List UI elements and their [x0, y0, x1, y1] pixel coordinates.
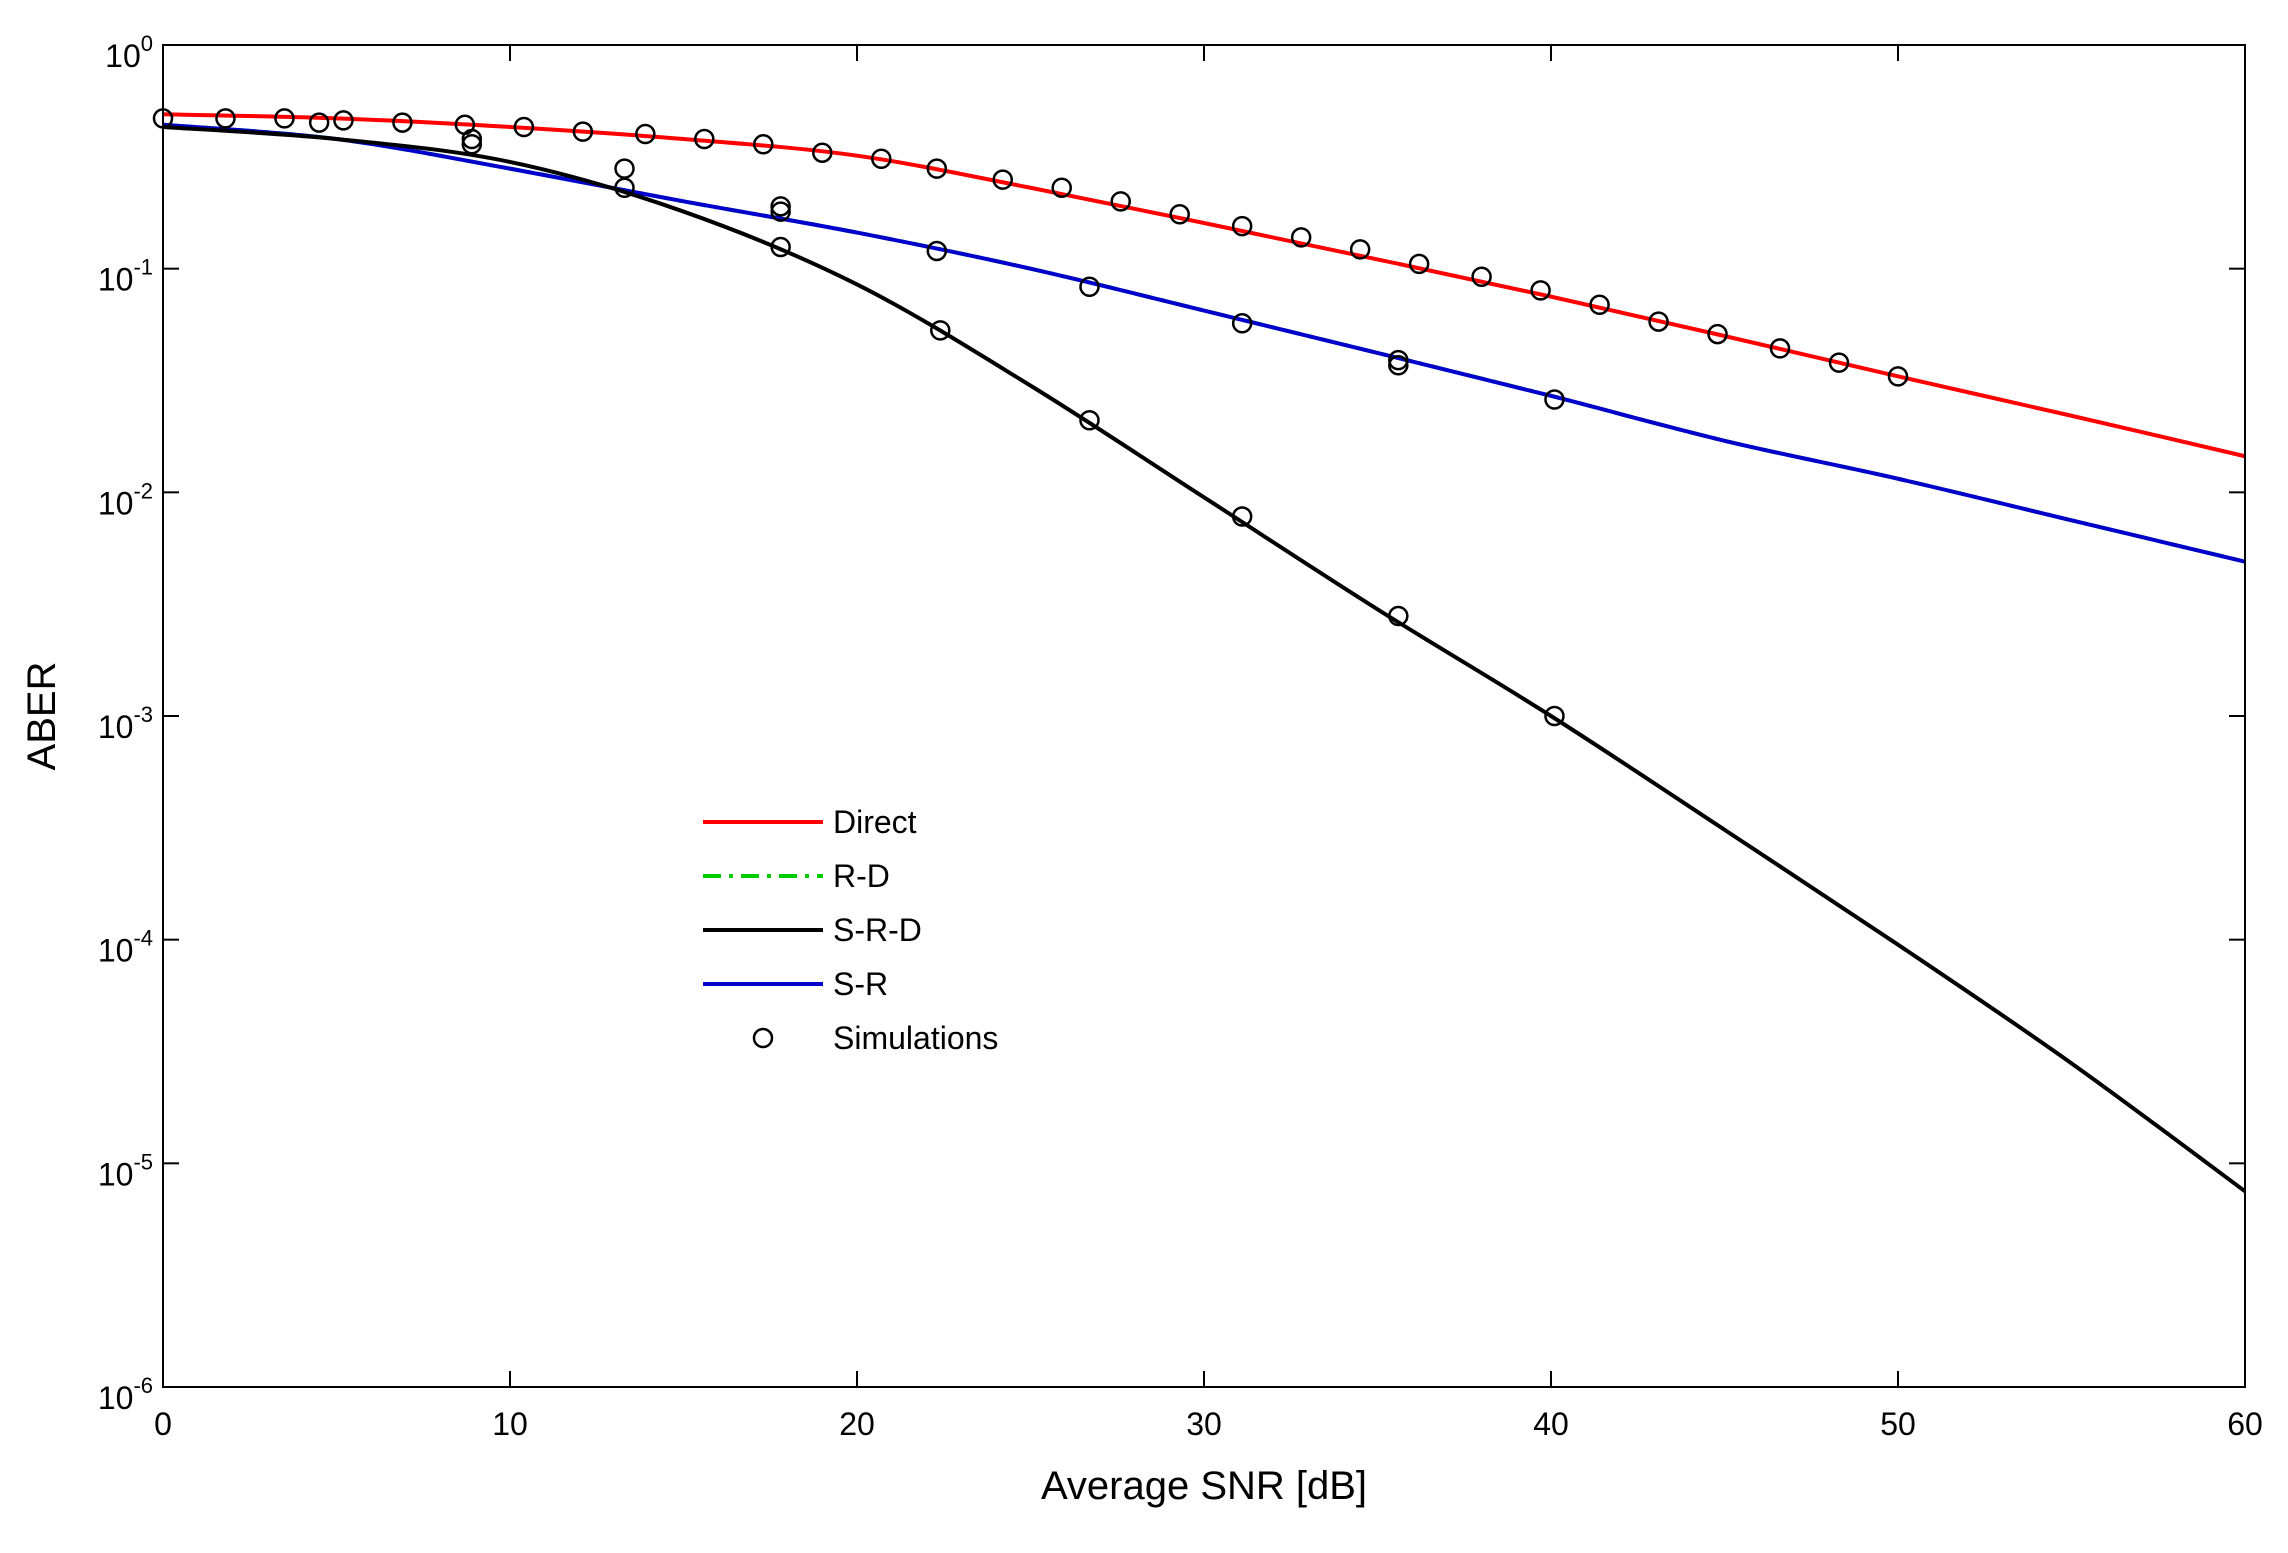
simulation-point [930, 320, 951, 341]
series-line-s-r-d [163, 124, 2245, 1193]
series-line-s-r [163, 122, 2245, 564]
x-tick-label: 40 [1533, 1406, 1569, 1442]
simulation-point [1648, 311, 1669, 332]
simulation-point [614, 177, 635, 199]
legend-label: R-D [833, 858, 890, 894]
simulation-point [1290, 227, 1312, 248]
simulation-point [1544, 705, 1565, 727]
legend-item-direct: Direct [703, 804, 917, 840]
simulation-point [333, 110, 354, 131]
y-tick-label: 10-2 [98, 478, 153, 521]
legend-label: S-R-D [833, 912, 922, 948]
y-tick-label: 10-3 [98, 702, 153, 745]
simulation-point [770, 196, 791, 217]
simulation-point [1231, 215, 1253, 237]
simulation-point [1079, 410, 1100, 431]
y-axis-label: ABER [20, 662, 64, 771]
y-tick-label: 10-1 [98, 255, 153, 298]
series-layer [163, 112, 2245, 1193]
simulation-point [1388, 349, 1409, 371]
simulation-point [812, 142, 833, 163]
legend-item-s-r-d: S-R-D [703, 912, 922, 948]
y-tick-label: 10-5 [98, 1149, 153, 1192]
simulation-markers [152, 108, 1909, 727]
simulation-point [1769, 338, 1791, 359]
x-axis-label: Average SNR [dB] [1041, 1464, 1367, 1508]
simulation-point [926, 158, 948, 179]
simulation-point [1110, 191, 1131, 212]
x-tick-label: 0 [154, 1406, 172, 1442]
simulation-point [926, 240, 948, 262]
x-tick-label: 60 [2227, 1406, 2263, 1442]
simulation-point [871, 148, 892, 170]
y-tick-label: 10-6 [98, 1373, 153, 1416]
simulation-point [1231, 313, 1253, 334]
legend-item-simulations: Simulations [752, 1020, 998, 1056]
axis-ticks: 0 10 20 30 40 50 60 100 10-1 10-2 10-3 10-4 10-5 10-6 [98, 31, 2263, 1442]
simulation-point [1589, 294, 1610, 315]
simulation-point [274, 108, 295, 129]
simulation-point [1887, 366, 1909, 387]
legend-label: Direct [833, 804, 917, 840]
legend-item-s-r: S-R [703, 966, 888, 1002]
simulation-point [513, 116, 535, 138]
x-tick-label: 30 [1186, 1406, 1222, 1442]
x-tick-label: 20 [839, 1406, 875, 1442]
x-tick-label: 10 [492, 1406, 528, 1442]
simulation-point [1388, 354, 1409, 376]
y-tick-label: 100 [105, 31, 153, 74]
legend-marker [752, 1027, 774, 1049]
legend-item-r-d: R-D [703, 858, 890, 894]
simulation-point [992, 169, 1013, 190]
simulation-point [461, 133, 483, 155]
simulation-point [1828, 352, 1850, 373]
simulation-point [753, 133, 774, 155]
simulation-point [1544, 389, 1565, 410]
simulation-point [1169, 204, 1190, 225]
legend: Direct R-D S-R-D S-R Simulations [703, 804, 998, 1056]
legend-label: S-R [833, 966, 888, 1002]
simulation-point [1707, 323, 1728, 345]
simulation-point [215, 108, 236, 129]
simulation-point [1079, 276, 1100, 298]
simulation-point [635, 123, 656, 145]
y-tick-label: 10-4 [98, 926, 153, 969]
simulation-point [1231, 506, 1253, 527]
simulation-point [1349, 239, 1371, 260]
series-line-direct [163, 112, 2245, 459]
legend-label: Simulations [833, 1020, 998, 1056]
simulation-point [392, 112, 413, 133]
simulation-point [572, 121, 594, 142]
simulation-point [1408, 253, 1430, 275]
simulation-point [770, 236, 791, 258]
x-tick-label: 50 [1880, 1406, 1916, 1442]
simulation-point [461, 128, 483, 150]
simulation-point [1530, 280, 1551, 301]
simulation-point [694, 128, 715, 150]
simulation-point [308, 112, 330, 133]
simulation-point [1471, 266, 1492, 288]
simulation-point [770, 201, 791, 222]
simulation-point [1388, 605, 1409, 627]
simulation-point [1051, 177, 1072, 199]
